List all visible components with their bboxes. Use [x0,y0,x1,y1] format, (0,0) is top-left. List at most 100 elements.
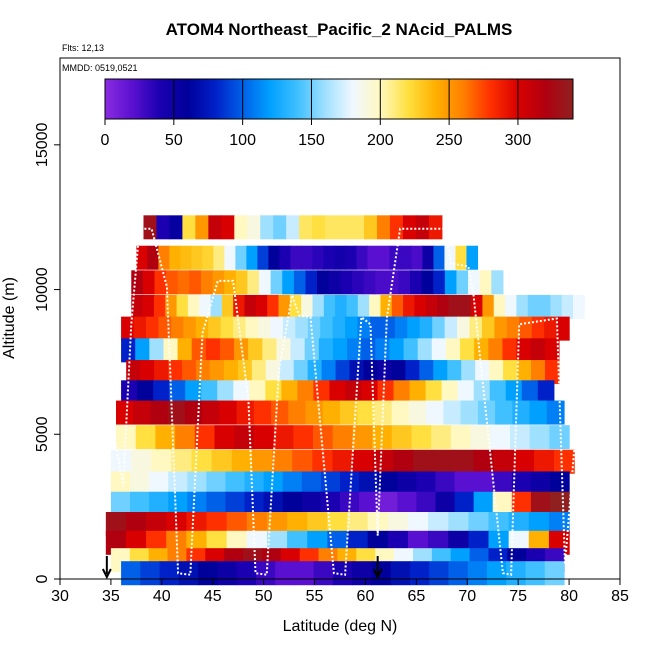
heatmap-cell [224,270,237,295]
heatmap-cell [490,425,511,450]
heatmap-cell [182,215,196,240]
heatmap-cell [391,400,410,425]
heatmap-cell [340,270,353,295]
heatmap-cell [249,380,266,405]
heatmap-cell [253,400,272,425]
x-tick-label: 30 [51,588,69,605]
heatmap-cell [209,360,225,385]
marker-arrow-head [101,568,112,580]
heatmap-cell [231,449,253,474]
heatmap-cell [460,400,479,425]
heatmap-cell [135,425,156,450]
heatmap-cell [533,449,555,474]
heatmap-cell [189,270,202,295]
heatmap-cell [456,270,469,295]
heatmap-cell [246,245,258,270]
heatmap-cell [225,471,246,496]
heatmap-cell [133,316,147,341]
heatmap-cell [137,380,154,405]
heatmap-cell [247,215,261,240]
heatmap-cell [153,380,170,405]
heatmap-cell [121,338,136,363]
heatmap-cell [225,491,246,516]
heatmap-cell [363,270,376,295]
heatmap-cell [421,270,434,295]
heatmap-cell [187,294,200,319]
heatmap-cell [491,270,504,295]
heatmap-cell [387,512,409,537]
heatmap-cell [369,316,384,341]
y-axis-ticks: 0 5000 10000 15000 [34,122,60,583]
y-tick-label: 15000 [34,122,51,167]
heatmap-cell [288,400,307,425]
heatmap-cell [263,471,284,496]
heatmap-cell [550,294,563,319]
heatmap-cell [323,294,336,319]
colorbar-tick-label: 100 [229,132,256,149]
heatmap-cell [492,471,513,496]
heatmap-cell [411,245,424,270]
heatmap-cell [293,360,309,385]
heatmap-cell [433,245,446,270]
heatmap-cell [432,316,446,341]
heatmap-cell [304,338,320,363]
heatmap-cell [294,561,315,586]
heatmap-cell [391,294,404,319]
colorbar-tick-label: 50 [165,132,183,149]
heatmap-cell [169,380,186,405]
heatmap-cell [425,294,438,319]
heatmap-cell [202,245,214,270]
heatmap-cell [351,270,365,295]
heatmap-cell [217,380,234,405]
heatmap-cell [367,245,380,270]
heatmap-cell [444,270,458,295]
heatmap-cell [519,316,533,341]
heatmap-cell [305,270,318,295]
heatmap-cell [130,471,150,496]
heatmap-cell [409,380,427,405]
colorbar-tick-label: 0 [101,132,110,149]
heatmap-cell [276,338,292,363]
heatmap-cell [177,338,193,363]
heatmap-cell [323,245,336,270]
heatmap-cell [454,471,475,496]
x-axis-ticks: 30 35 40 45 50 55 60 65 70 75 80 85 [51,579,629,605]
heatmap-cell [265,380,282,405]
heatmap-cell [338,215,352,240]
heatmap-cell [433,449,454,474]
heatmap-cell [435,491,456,516]
heatmap-cell [474,338,489,363]
heatmap-cell [347,512,369,537]
heatmap-cell [267,294,280,319]
colorbar-tick-label: 150 [298,132,325,149]
heatmap-cell [428,512,449,537]
heatmap-cell [346,294,359,319]
heatmap-cell [369,294,382,319]
heatmap-cell [397,491,417,516]
heatmap-cell [550,491,570,516]
heatmap-cell [293,270,307,295]
heatmap-cell [271,400,289,425]
heatmap-cell [221,215,235,240]
heatmap-cell [176,294,189,319]
heatmap-cell [530,338,546,363]
heatmap-cell [380,294,393,319]
heatmap-cell [320,491,341,516]
heatmap-cell [156,215,171,240]
heatmap-cell [389,338,405,363]
heatmap-cell [493,294,506,319]
heatmap-cell [402,215,417,240]
heatmap-cell [149,491,169,516]
heatmap-cell [371,561,392,586]
heatmap-cell [488,512,510,537]
heatmap-cell [411,425,432,450]
heatmap-cell [255,561,276,586]
heatmap-cell [502,338,518,363]
heatmap-cell [419,316,433,341]
heatmap-cell [410,270,423,295]
heatmap-cell [212,270,225,295]
heatmap-cell [312,449,334,474]
heatmap-cell [234,425,255,450]
heatmap-cell [448,561,469,586]
heatmap-cell [154,270,167,295]
